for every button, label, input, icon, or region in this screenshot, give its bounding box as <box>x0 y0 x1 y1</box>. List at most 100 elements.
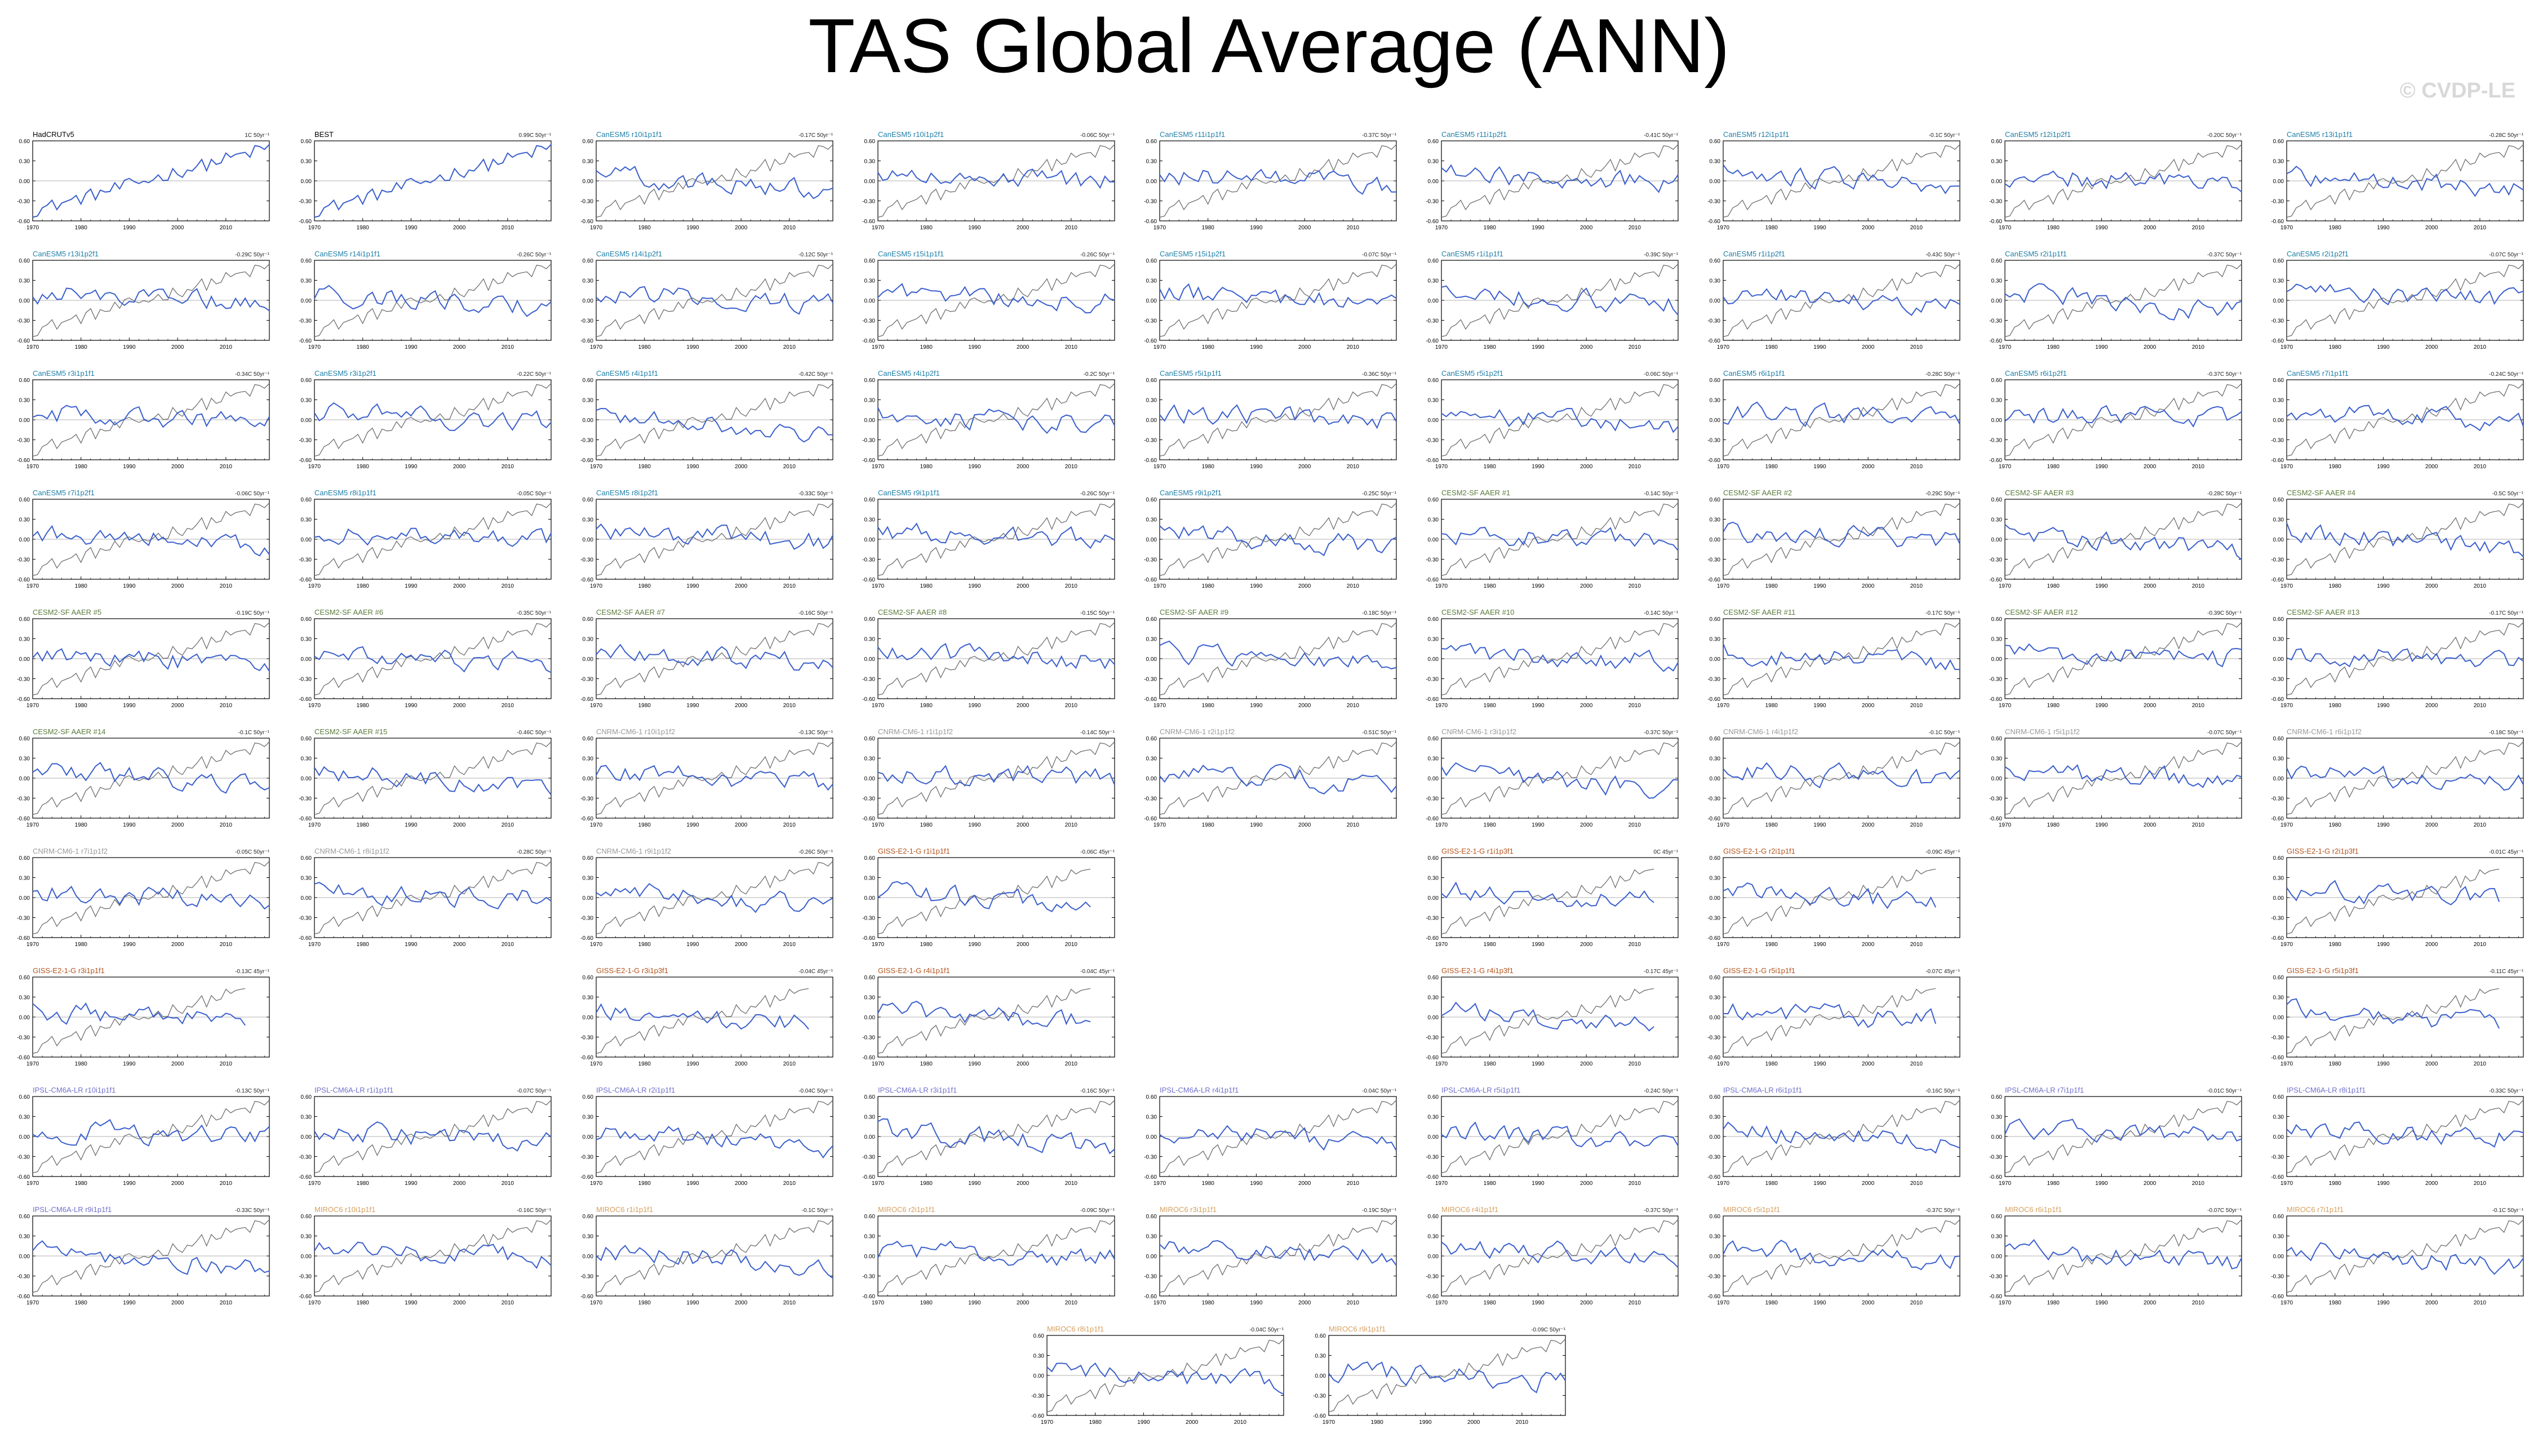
y-tick-label: 0.30 <box>1710 995 1721 1001</box>
x-tick-label: 1970 <box>1435 1180 1448 1187</box>
x-tick-label: 1970 <box>2280 344 2293 350</box>
panel-trend: -0.37C 50yr⁻¹ <box>1644 730 1679 736</box>
x-tick-label: 2010 <box>502 822 514 828</box>
y-tick-label: 0.60 <box>19 497 30 503</box>
y-tick-label: 0.00 <box>1428 656 1439 663</box>
x-tick-label: 1970 <box>2280 822 2293 828</box>
panel-title: IPSL-CM6A-LR r5i1p1f1 <box>1441 1086 1520 1094</box>
y-tick-label: 0.00 <box>2273 895 2284 902</box>
panel-title: GISS-E2-1-G r2i1p3f1 <box>2287 847 2359 855</box>
y-tick-label: -0.30 <box>2271 916 2284 922</box>
panel-trend: -0.11C 45yr⁻¹ <box>2490 969 2524 975</box>
panel-ipsl-cm6a-lr-r5i1p1f1: IPSL-CM6A-LR r5i1p1f1 -0.24C 50yr⁻¹ 0.60 0.… <box>1426 1086 1679 1187</box>
series-line <box>596 1126 833 1159</box>
x-tick-label: 1970 <box>1717 942 1730 948</box>
panel-canesm5-r2i1p2f1: CanESM5 r2i1p2f1 -0.07C 50yr⁻¹ 0.60 0.30 0.0… <box>2271 250 2523 350</box>
y-tick-label: -0.30 <box>2271 677 2284 683</box>
x-tick-label: 1970 <box>590 1061 603 1067</box>
panel-title: CESM2-SF AAER #14 <box>33 727 105 736</box>
y-tick-label: 0.30 <box>864 278 876 285</box>
panel-miroc6-r9i1p1f1: MIROC6 r9i1p1f1 -0.09C 50yr⁻¹ 0.60 0.30 0.00… <box>1313 1325 1566 1426</box>
panel-cesm2-sf-aaer-12: CESM2-SF AAER #12 -0.39C 50yr⁻¹ 0.60 0.30 0.… <box>1989 608 2242 709</box>
y-tick-label: 0.00 <box>301 298 312 304</box>
x-tick-label: 1970 <box>1717 822 1730 828</box>
panel-trend: -0.1C 50yr⁻¹ <box>1929 730 1960 736</box>
x-tick-label: 2000 <box>1862 1061 1875 1067</box>
y-tick-label: 0.60 <box>583 736 594 742</box>
x-tick-label: 2000 <box>1017 822 1030 828</box>
y-tick-label: 0.00 <box>1991 656 2003 663</box>
series-line <box>1159 1240 1397 1266</box>
y-tick-label: -0.30 <box>1707 796 1720 802</box>
x-tick-label: 2000 <box>1017 225 1030 231</box>
panel-title: IPSL-CM6A-LR r10i1p1f1 <box>33 1086 116 1094</box>
y-tick-label: -0.30 <box>2271 199 2284 205</box>
y-tick-label: -0.30 <box>1989 1274 2002 1280</box>
y-tick-label: 0.60 <box>1428 855 1439 862</box>
panel-trend: -0.09C 50yr⁻¹ <box>1080 1208 1115 1214</box>
x-tick-label: 2010 <box>2474 225 2487 231</box>
y-tick-label: 0.60 <box>864 616 876 623</box>
y-tick-label: 0.60 <box>1710 1214 1721 1220</box>
series-line <box>877 643 1115 669</box>
x-tick-label: 1980 <box>1484 703 1497 709</box>
y-tick-label: 0.00 <box>19 895 30 902</box>
reference-line <box>596 861 833 935</box>
y-tick-label: 0.00 <box>1428 418 1439 424</box>
y-tick-label: -0.30 <box>17 438 30 444</box>
panel-trend: -0.22C 50yr⁻¹ <box>517 371 552 378</box>
y-tick-label: 0.00 <box>19 418 30 424</box>
x-tick-label: 1980 <box>2329 225 2342 231</box>
x-tick-label: 1970 <box>1153 464 1166 470</box>
y-tick-label: 0.60 <box>301 378 312 384</box>
panel-title: CESM2-SF AAER #1 <box>1441 489 1510 497</box>
panel-trend: -0.24C 50yr⁻¹ <box>1644 1088 1679 1094</box>
y-tick-label: -0.30 <box>1426 318 1439 325</box>
x-tick-label: 2000 <box>1862 703 1875 709</box>
x-tick-label: 2010 <box>1629 583 1641 589</box>
y-tick-label: 0.00 <box>1991 1134 2003 1140</box>
x-tick-label: 2010 <box>1629 344 1641 350</box>
series-line <box>877 1118 1115 1155</box>
series-line <box>877 407 1115 434</box>
y-tick-label: 0.30 <box>19 398 30 404</box>
panel-trend: -0.33C 50yr⁻¹ <box>798 491 833 497</box>
x-tick-label: 2010 <box>1910 344 1923 350</box>
x-tick-label: 2000 <box>453 464 466 470</box>
y-tick-label: -0.60 <box>1989 577 2002 583</box>
y-tick-label: 0.60 <box>1991 1214 2003 1220</box>
x-tick-label: 1980 <box>2329 822 2342 828</box>
series-line <box>314 882 552 910</box>
x-tick-label: 2000 <box>1298 583 1311 589</box>
x-tick-label: 1970 <box>872 344 885 350</box>
x-tick-label: 2010 <box>2474 703 2487 709</box>
series-line <box>314 1241 552 1269</box>
y-tick-label: -0.60 <box>299 219 312 225</box>
panel-canesm5-r11i1p2f1: CanESM5 r11i1p2f1 -0.41C 50yr⁻¹ 0.60 0.30 0.… <box>1426 130 1679 231</box>
series-line <box>1159 168 1397 195</box>
y-tick-label: 0.30 <box>1991 1115 2003 1121</box>
panel-trend: 0C 45yr⁻¹ <box>1653 849 1678 855</box>
y-tick-label: 0.60 <box>2273 975 2284 981</box>
x-tick-label: 1970 <box>1717 583 1730 589</box>
x-tick-label: 1970 <box>1435 225 1448 231</box>
y-tick-label: -0.60 <box>17 1174 30 1180</box>
y-tick-label: 0.60 <box>864 139 876 145</box>
x-tick-label: 1980 <box>1202 464 1215 470</box>
y-tick-label: -0.30 <box>580 199 593 205</box>
panel-trend: -0.36C 50yr⁻¹ <box>1362 371 1397 378</box>
y-tick-label: -0.60 <box>1426 935 1439 942</box>
y-tick-label: 0.00 <box>583 418 594 424</box>
y-tick-label: 0.00 <box>864 1015 876 1021</box>
panel-trend: -0.28C 50yr⁻¹ <box>2207 491 2242 497</box>
y-tick-label: 0.30 <box>864 637 876 643</box>
reference-line <box>314 861 552 935</box>
series-line <box>2286 522 2524 557</box>
x-tick-label: 2010 <box>2192 1180 2205 1187</box>
panel-canesm5-r6i1p1f1: CanESM5 r6i1p1f1 -0.28C 50yr⁻¹ 0.60 0.30 0.0… <box>1707 369 1960 470</box>
x-tick-label: 2000 <box>2425 225 2438 231</box>
y-tick-label: 0.00 <box>1710 895 1721 902</box>
panel-title: CESM2-SF AAER #6 <box>314 608 383 616</box>
x-tick-label: 2010 <box>1910 942 1923 948</box>
panel-trend: -0.16C 50yr⁻¹ <box>1080 1088 1115 1094</box>
